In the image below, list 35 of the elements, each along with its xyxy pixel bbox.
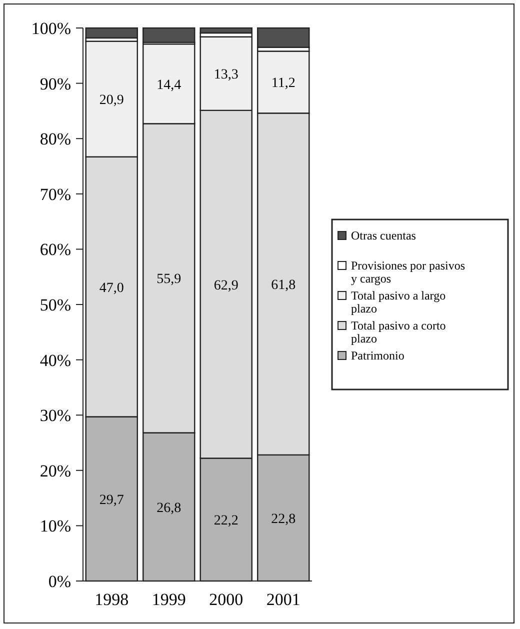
- legend-label: Provisiones por pasivos y cargos: [351, 258, 466, 286]
- data-label: 29,7: [99, 492, 124, 508]
- data-label: 61,8: [271, 278, 296, 294]
- y-tick-label: 30%: [40, 406, 71, 426]
- x-tick-label: 2000: [209, 590, 244, 609]
- legend-label: Patrimonio: [351, 348, 404, 362]
- data-label: 62,9: [214, 278, 238, 294]
- data-label: 47,0: [99, 280, 124, 296]
- x-tick-label: 2001: [266, 590, 300, 609]
- y-tick-label: 10%: [40, 516, 71, 536]
- legend-label: Total pasivo a corto plazo: [351, 318, 446, 346]
- x-tick-label: 1999: [152, 590, 186, 609]
- y-tick-label: 20%: [40, 461, 71, 480]
- bar: [85, 27, 138, 39]
- y-tick-label: 80%: [40, 130, 71, 149]
- data-label: 20,9: [99, 93, 124, 108]
- y-tick-label: 90%: [40, 74, 71, 94]
- y-tick-label: 50%: [40, 296, 71, 314]
- data-label: 13,3: [214, 68, 238, 83]
- data-label: 22,8: [271, 512, 296, 527]
- legend-label: Total pasivo a largo plazo: [351, 288, 446, 316]
- bar: [257, 27, 310, 48]
- bar: [200, 27, 252, 34]
- y-tick-label: 100%: [31, 19, 71, 38]
- y-tick-label: 0%: [48, 572, 71, 591]
- data-label: 11,2: [271, 76, 296, 92]
- data-label: 26,8: [156, 500, 182, 516]
- x-tick-label: 1998: [94, 590, 129, 609]
- data-label: 55,9: [156, 272, 182, 288]
- data-label: 14,4: [156, 78, 182, 93]
- y-tick-label: 60%: [40, 240, 71, 260]
- legend-label: Otras cuentas: [351, 228, 416, 242]
- y-tick-label: 40%: [40, 350, 71, 370]
- y-tick-label: 70%: [40, 184, 71, 204]
- data-label: 22,2: [214, 514, 238, 529]
